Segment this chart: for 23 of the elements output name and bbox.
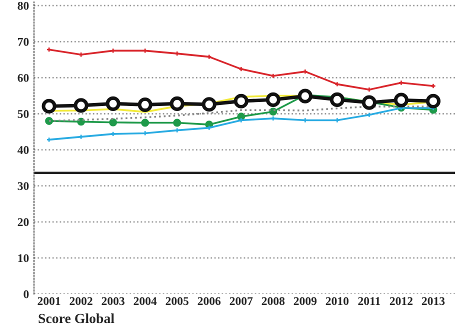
- x-tick-label: 2010: [326, 297, 349, 306]
- x-tick-label: 2006: [198, 297, 221, 306]
- y-tick-label: 20: [18, 218, 29, 226]
- x-tick-label: 2002: [70, 297, 92, 306]
- x-tick-label: 2004: [134, 297, 157, 306]
- y-tick-label: 70: [18, 38, 29, 46]
- x-tick-label: 2005: [166, 297, 188, 306]
- y-tick-label: 60: [18, 74, 29, 82]
- x-tick-label: 2001: [38, 297, 60, 306]
- y-tick-label: 50: [18, 110, 29, 118]
- x-tick-label: 2007: [230, 297, 253, 306]
- y-tick-label: 0: [24, 290, 29, 298]
- y-tick-label: 40: [17, 146, 29, 154]
- text: Score Global: [38, 313, 114, 324]
- x-tick-label: 2009: [294, 297, 317, 306]
- x-tick-label: 2003: [102, 297, 124, 306]
- x-tick-label: 2011: [358, 297, 380, 306]
- y-tick-label: 80: [18, 2, 29, 10]
- x-tick-label: 2012: [390, 297, 413, 306]
- y-tick-label: 10: [18, 254, 29, 262]
- y-tick-label: 30: [18, 182, 29, 190]
- x-tick-label: 2008: [262, 297, 285, 306]
- x-tick-label: 2013: [422, 297, 445, 306]
